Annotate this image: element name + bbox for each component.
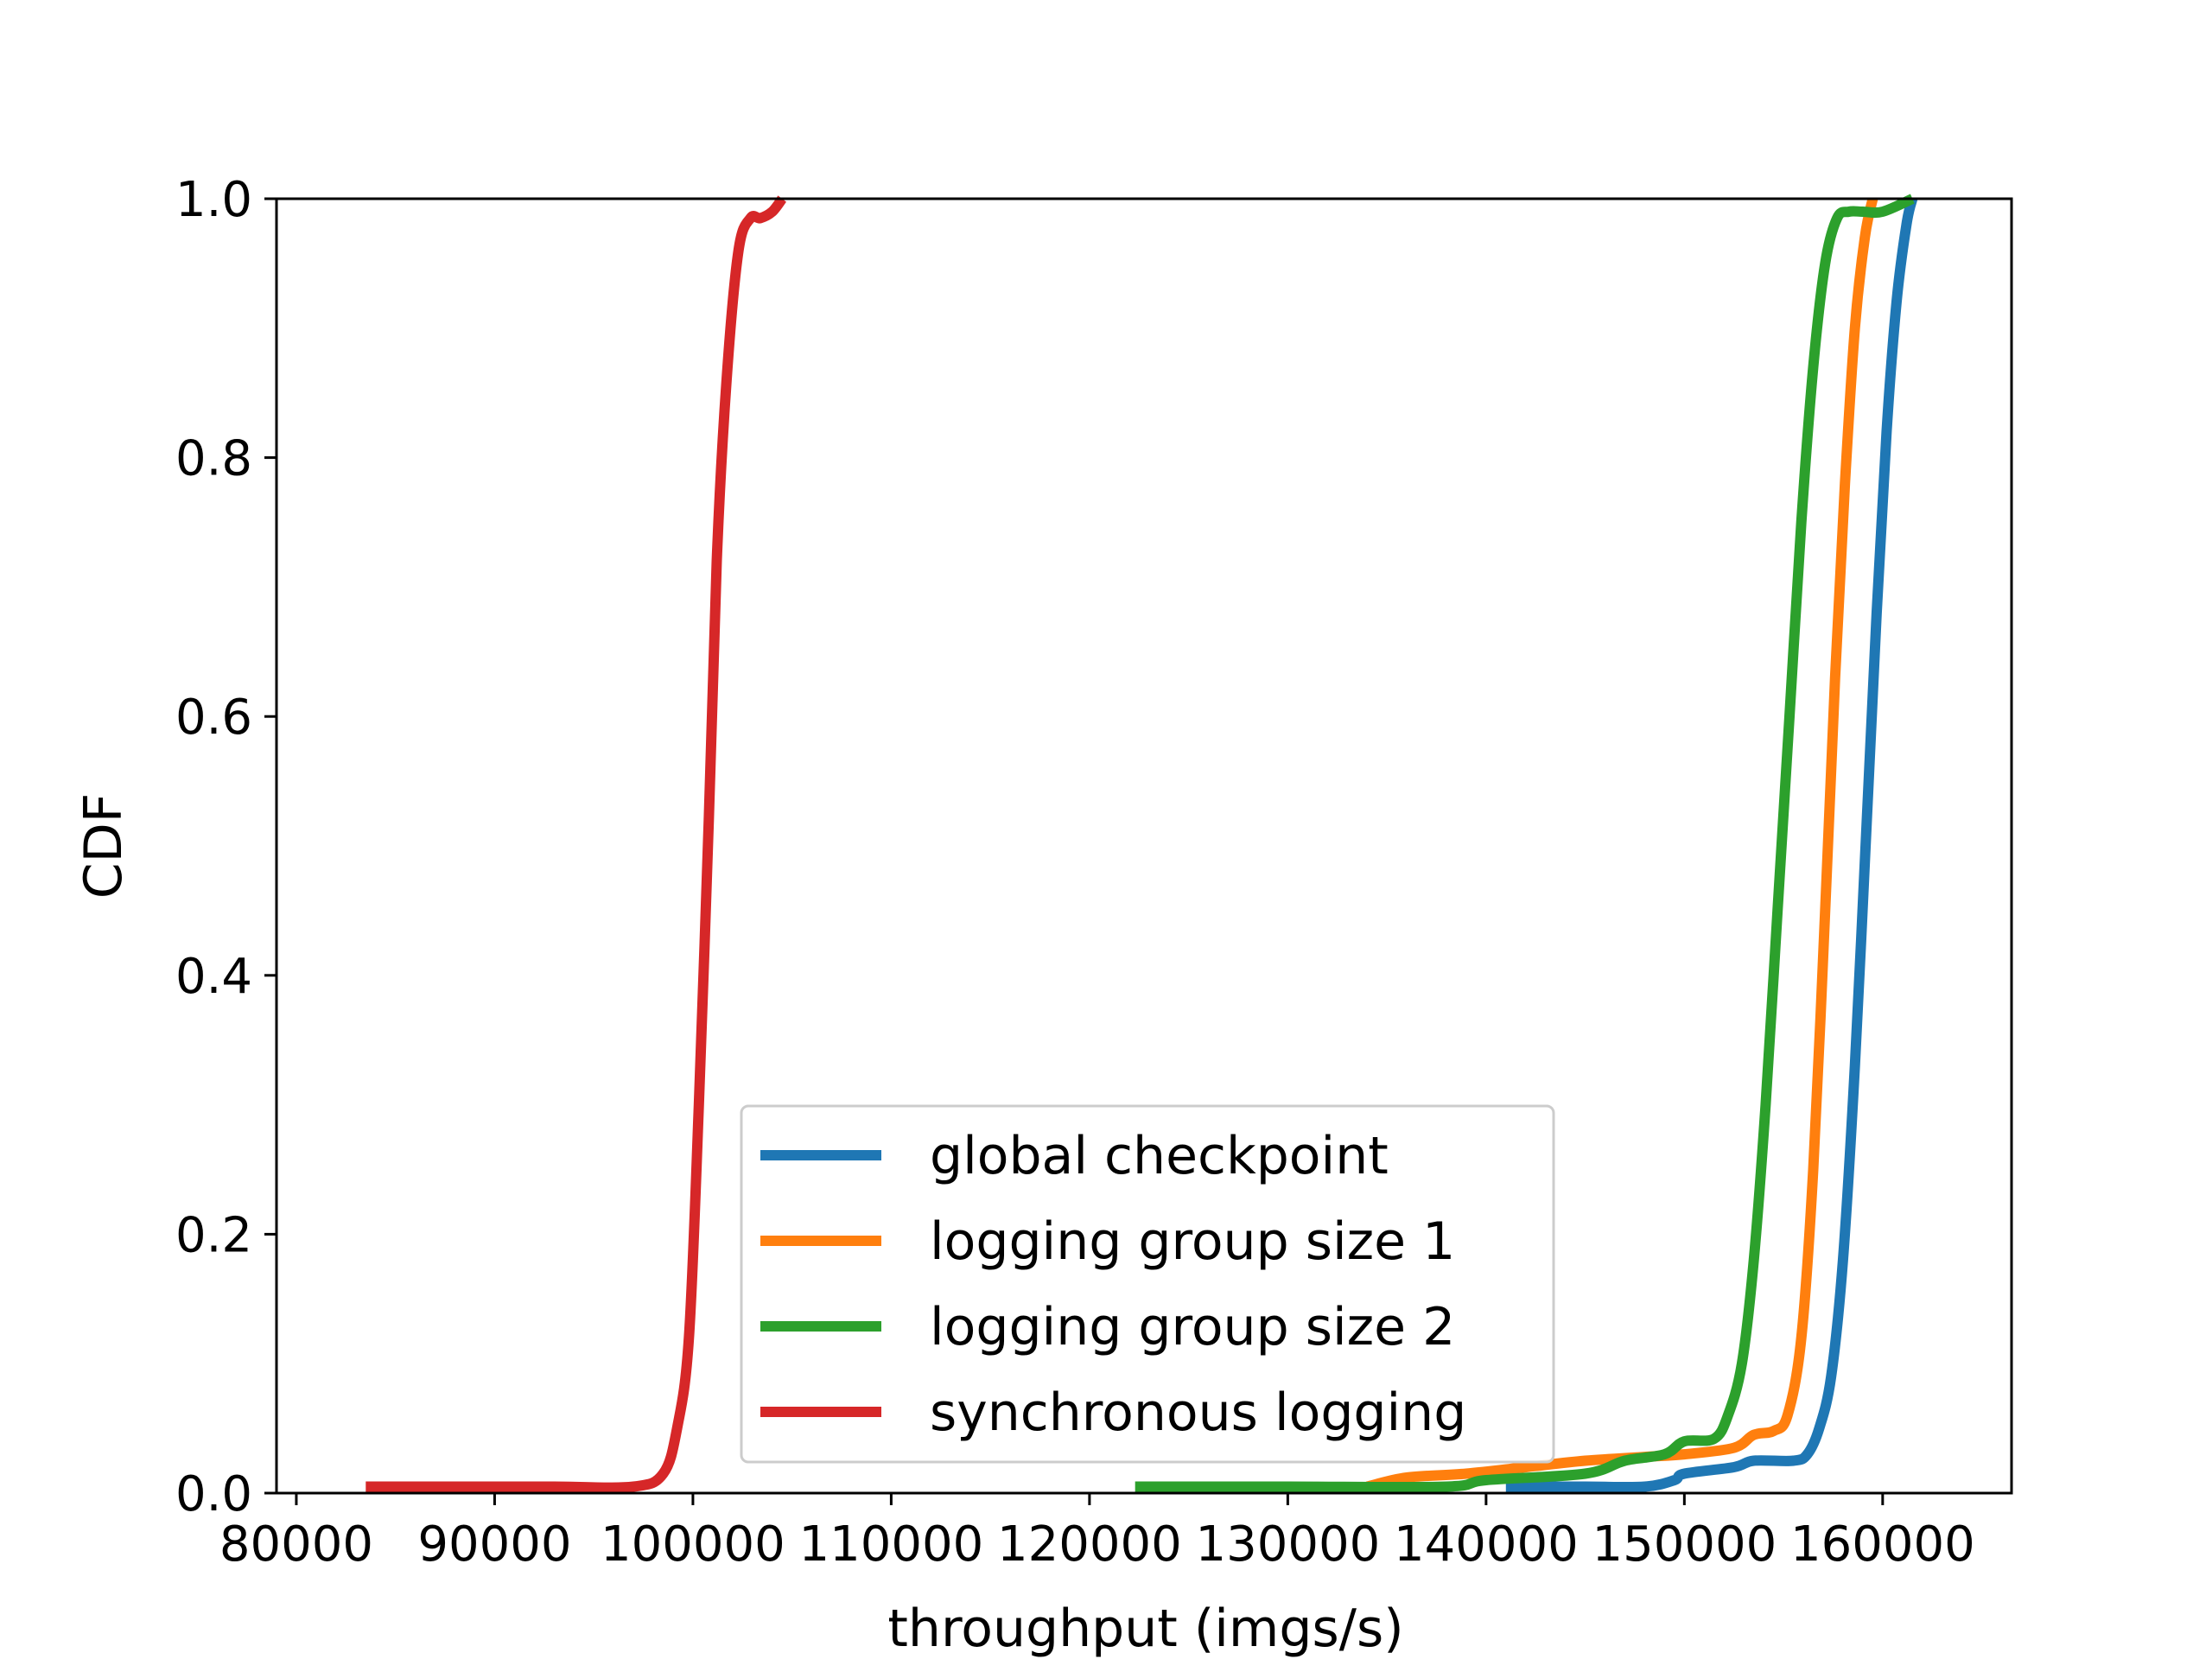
x-tick-label: 160000 (1790, 1516, 1975, 1573)
series-layer (365, 194, 1918, 1493)
x-tick-label: 110000 (799, 1516, 984, 1573)
x-axis-title: throughput (imgs/s) (887, 1599, 1403, 1659)
y-tick-label: 0.6 (175, 690, 252, 746)
y-axis: 0.0 0.2 0.4 0.6 0.8 1.0 (175, 172, 276, 1522)
legend: global checkpoint logging group size 1 log… (740, 1104, 1555, 1464)
x-tick-label: 80000 (219, 1516, 373, 1573)
y-tick-label: 0.4 (175, 949, 252, 1005)
plot-frame (275, 197, 2013, 1495)
legend-label-global-checkpoint: global checkpoint (930, 1126, 1389, 1186)
x-axis: 80000 90000 100000 110000 120000 130000 140000… (219, 1493, 1975, 1573)
x-tick-label: 150000 (1592, 1516, 1777, 1573)
y-tick-label: 0.8 (175, 431, 252, 487)
series-line-synchronous-logging (365, 195, 787, 1493)
series-line-global-checkpoint (1505, 197, 1918, 1493)
legend-label-synchronous-logging: synchronous logging (930, 1382, 1466, 1443)
y-tick-label: 0.0 (175, 1466, 252, 1522)
x-tick-label: 100000 (601, 1516, 785, 1573)
y-tick-label: 1.0 (175, 172, 252, 228)
x-tick-label: 130000 (1195, 1516, 1380, 1573)
x-tick-label: 120000 (997, 1516, 1182, 1573)
legend-label-logging-group-size-2: logging group size 2 (930, 1297, 1455, 1357)
x-tick-label: 140000 (1394, 1516, 1579, 1573)
series-line-logging-group-size-1 (1365, 197, 1878, 1492)
y-tick-label: 0.2 (175, 1207, 252, 1263)
x-tick-label: 90000 (417, 1516, 571, 1573)
y-axis-title: CDF (73, 793, 134, 899)
legend-frame (740, 1104, 1555, 1464)
legend-label-logging-group-size-1: logging group size 1 (930, 1211, 1455, 1272)
series-line-logging-group-size-2 (1135, 194, 1915, 1493)
